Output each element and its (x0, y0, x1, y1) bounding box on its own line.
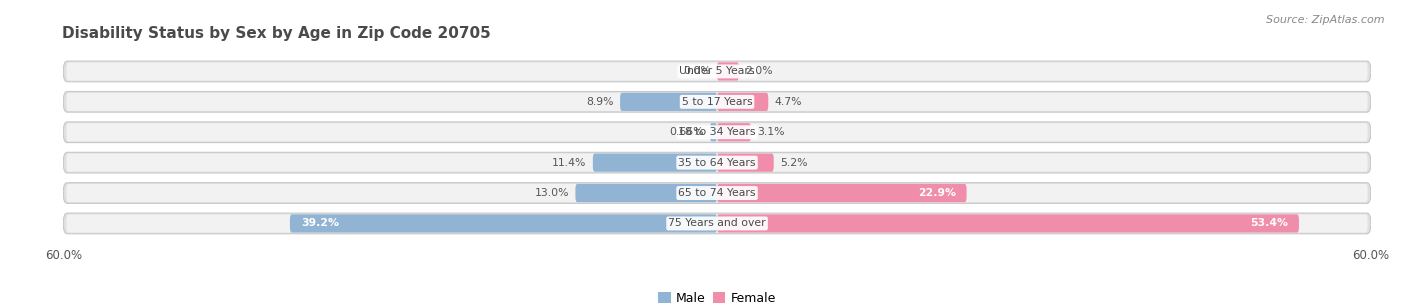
FancyBboxPatch shape (620, 93, 717, 111)
Text: 75 Years and over: 75 Years and over (668, 219, 766, 228)
Text: 5 to 17 Years: 5 to 17 Years (682, 97, 752, 107)
FancyBboxPatch shape (66, 123, 1368, 141)
Text: 13.0%: 13.0% (534, 188, 569, 198)
FancyBboxPatch shape (575, 184, 717, 202)
FancyBboxPatch shape (63, 92, 1371, 112)
Legend: Male, Female: Male, Female (654, 287, 780, 304)
FancyBboxPatch shape (717, 93, 768, 111)
FancyBboxPatch shape (717, 214, 1299, 233)
FancyBboxPatch shape (63, 122, 1371, 143)
FancyBboxPatch shape (63, 213, 1371, 234)
FancyBboxPatch shape (593, 154, 717, 172)
Text: 2.0%: 2.0% (745, 67, 773, 76)
Text: 53.4%: 53.4% (1250, 219, 1288, 228)
FancyBboxPatch shape (290, 214, 717, 233)
Text: 65 to 74 Years: 65 to 74 Years (678, 188, 756, 198)
Text: 0.66%: 0.66% (669, 127, 703, 137)
FancyBboxPatch shape (66, 184, 1368, 202)
Text: 39.2%: 39.2% (301, 219, 339, 228)
Text: 5.2%: 5.2% (780, 158, 808, 168)
FancyBboxPatch shape (717, 62, 740, 81)
FancyBboxPatch shape (66, 62, 1368, 81)
FancyBboxPatch shape (66, 154, 1368, 172)
Text: 4.7%: 4.7% (775, 97, 803, 107)
FancyBboxPatch shape (710, 123, 717, 141)
FancyBboxPatch shape (63, 183, 1371, 203)
Text: 35 to 64 Years: 35 to 64 Years (678, 158, 756, 168)
FancyBboxPatch shape (717, 154, 773, 172)
Text: 3.1%: 3.1% (758, 127, 785, 137)
FancyBboxPatch shape (66, 93, 1368, 111)
Text: 22.9%: 22.9% (918, 188, 956, 198)
FancyBboxPatch shape (66, 214, 1368, 233)
Text: Source: ZipAtlas.com: Source: ZipAtlas.com (1267, 15, 1385, 25)
Text: Under 5 Years: Under 5 Years (679, 67, 755, 76)
Text: Disability Status by Sex by Age in Zip Code 20705: Disability Status by Sex by Age in Zip C… (62, 26, 491, 41)
FancyBboxPatch shape (717, 184, 966, 202)
FancyBboxPatch shape (63, 152, 1371, 173)
Text: 0.0%: 0.0% (683, 67, 710, 76)
FancyBboxPatch shape (717, 123, 751, 141)
Text: 8.9%: 8.9% (586, 97, 613, 107)
Text: 11.4%: 11.4% (553, 158, 586, 168)
FancyBboxPatch shape (63, 61, 1371, 82)
Text: 18 to 34 Years: 18 to 34 Years (678, 127, 756, 137)
